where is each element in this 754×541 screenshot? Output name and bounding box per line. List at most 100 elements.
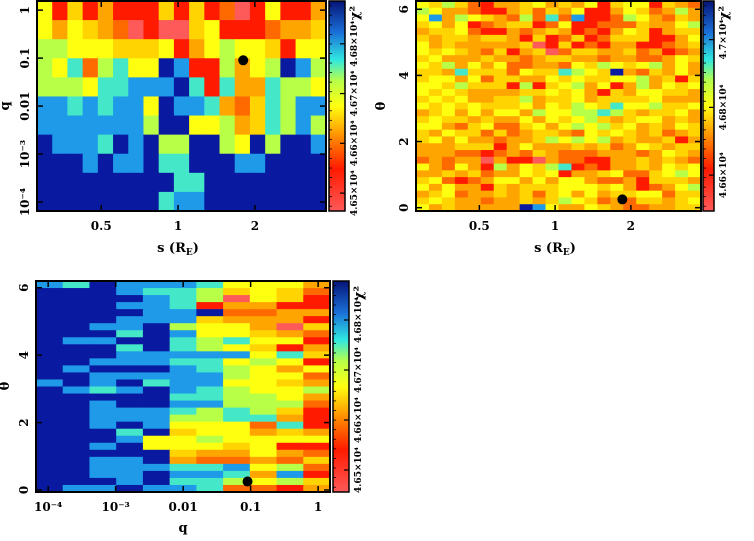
heatmap-cell (571, 34, 586, 43)
heatmap-cell (649, 21, 663, 29)
heatmap-cell (97, 153, 114, 174)
heatmap-cell (662, 102, 676, 110)
heatmap-cell (467, 55, 482, 63)
heatmap-cell (506, 163, 521, 171)
heatmap-cell (545, 183, 560, 192)
x-tick-label: 1 (174, 219, 182, 233)
heatmap-cell (545, 34, 560, 43)
heatmap-cell (265, 96, 281, 117)
heatmap-cell (571, 7, 586, 16)
heatmap-cell (89, 344, 117, 352)
heatmap-cell (82, 77, 99, 98)
heatmap-cell (662, 7, 676, 16)
heatmap-cell (675, 82, 689, 90)
heatmap-cell (519, 163, 534, 171)
heatmap-cell (584, 95, 598, 104)
heatmap-cell (532, 95, 547, 104)
heatmap-cell (597, 183, 611, 192)
heatmap-cell (89, 456, 117, 465)
heatmap-cell (303, 421, 331, 430)
heatmap-cell (234, 96, 251, 117)
heatmap-cell (454, 14, 469, 22)
heatmap-cell (584, 183, 598, 192)
y-tick-label: 6 (17, 284, 31, 292)
heatmap-cell (454, 150, 469, 158)
heatmap-cell (532, 163, 547, 171)
heatmap-cell (519, 116, 534, 124)
heatmap-cell (506, 156, 521, 165)
heatmap-cell (662, 1, 676, 9)
heatmap-cell (506, 55, 521, 63)
heatmap-cell (265, 191, 281, 212)
heatmap-cell (62, 330, 91, 338)
heatmap-cell (196, 379, 224, 388)
heatmap-cell (558, 116, 573, 124)
heatmap-cell (36, 407, 64, 416)
heatmap-cell (532, 129, 547, 138)
heatmap-cell (249, 386, 278, 395)
heatmap-cell (480, 41, 495, 50)
heatmap-cell (636, 48, 650, 56)
heatmap-cell (675, 122, 689, 131)
heatmap-cell (454, 122, 469, 131)
heatmap-cell (249, 134, 266, 155)
heatmap-cell (519, 150, 534, 158)
heatmap-cell (610, 136, 624, 144)
heatmap-cell (143, 58, 160, 78)
heatmap-cell (493, 61, 508, 70)
heatmap-cell (636, 34, 650, 43)
heatmap-cell (480, 190, 495, 199)
heatmap-cell (675, 61, 689, 70)
heatmap-cell (675, 28, 689, 36)
heatmap-cell (493, 34, 508, 43)
heatmap-cell (169, 316, 197, 324)
heatmap-cell (62, 316, 91, 324)
heatmap-cell (558, 136, 573, 144)
heatmap-cell (545, 61, 560, 70)
heatmap-cell (276, 309, 304, 317)
heatmap-cell (480, 156, 495, 165)
heatmap-cell (506, 7, 521, 16)
colorbar (332, 280, 350, 493)
heatmap-cell (169, 358, 197, 366)
heatmap-cell (89, 379, 117, 388)
colorbar-title: χ² (352, 286, 367, 300)
heatmap-cell (116, 393, 144, 402)
heatmap-cell (506, 122, 521, 131)
heatmap-cell (169, 302, 197, 310)
heatmap-cell (467, 7, 482, 16)
heatmap-cell (97, 1, 114, 21)
heatmap-cell (610, 122, 624, 131)
heatmap-cell (428, 55, 443, 63)
heatmap-cell (173, 153, 190, 174)
colorbar-tick-label: 4.65×10⁴ (354, 447, 364, 493)
heatmap-cell (196, 330, 224, 338)
heatmap-cell (295, 1, 312, 21)
heatmap-cell (571, 143, 586, 151)
heatmap-cell (280, 1, 297, 21)
heatmap-cell (688, 150, 702, 158)
heatmap-cell (62, 470, 91, 479)
heatmap-cell (89, 442, 117, 451)
heatmap-cell (454, 177, 469, 185)
heatmap-cell (532, 204, 547, 212)
heatmap-cell (584, 197, 598, 205)
heatmap-cell (223, 372, 251, 381)
heatmap-cell (249, 379, 278, 388)
heatmap-cell (416, 136, 430, 144)
heatmap-cell (196, 281, 224, 289)
heatmap-cell (143, 39, 160, 59)
heatmap-cell (142, 407, 171, 416)
heatmap-cell (276, 435, 304, 444)
heatmap-cell (662, 163, 676, 171)
heatmap-cell (116, 379, 144, 388)
heatmap-cell (36, 309, 64, 317)
heatmap-cell (675, 163, 689, 171)
heatmap-cell (649, 95, 663, 104)
heatmap-cell (303, 442, 331, 451)
heatmap-cell (173, 172, 190, 193)
heatmap-cell (37, 115, 53, 136)
y-tick-label: 0.01 (18, 91, 32, 120)
heatmap-cell (649, 183, 663, 192)
heatmap-cell (441, 55, 456, 63)
